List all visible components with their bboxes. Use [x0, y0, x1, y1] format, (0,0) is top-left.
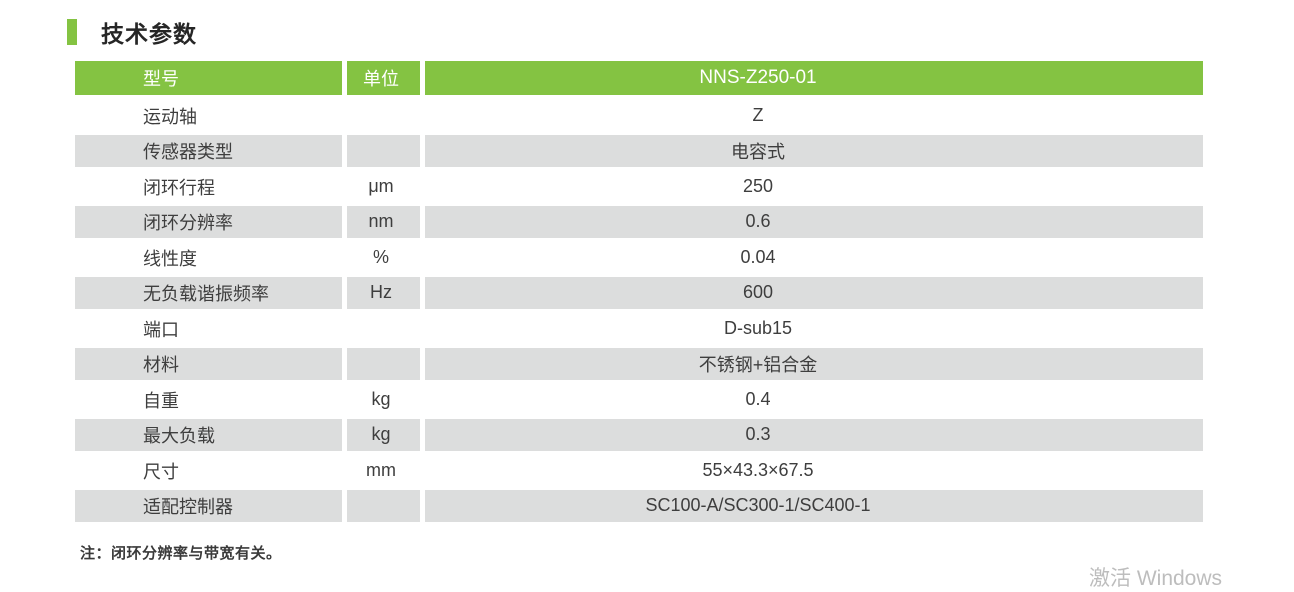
- spec-label-cell: 闭环行程: [143, 177, 215, 198]
- spec-value-cell: 0.3: [425, 418, 1203, 451]
- spec-table: 型号 单位 NNS-Z250-01 运动轴 Z 传感器类型 电容式 闭环行程 μ…: [75, 61, 1203, 524]
- spec-unit-cell: [347, 489, 420, 522]
- table-row: 最大负载 kg 0.3: [75, 418, 1203, 454]
- spec-label-cell: 材料: [75, 347, 342, 380]
- header-unit-cell: 单位: [347, 61, 420, 95]
- spec-unit-cell: μm: [368, 176, 394, 197]
- spec-value-cell: SC100-A/SC300-1/SC400-1: [425, 489, 1203, 522]
- spec-value-cell: 250: [742, 176, 774, 197]
- table-row: 无负载谐振频率 Hz 600: [75, 276, 1203, 312]
- spec-value-cell: 电容式: [425, 134, 1203, 167]
- page-title: 技术参数: [101, 21, 197, 47]
- table-row: 材料 不锈钢+铝合金: [75, 347, 1203, 383]
- table-row: 端口 D-sub15: [75, 311, 1203, 347]
- table-body: 运动轴 Z 传感器类型 电容式 闭环行程 μm 250 闭环分辨率 nm 0.6…: [75, 98, 1203, 524]
- spec-unit-cell: [347, 98, 420, 134]
- spec-unit-cell: mm: [366, 460, 396, 481]
- spec-unit-cell: kg: [347, 418, 420, 451]
- table-row: 适配控制器 SC100-A/SC300-1/SC400-1: [75, 489, 1203, 525]
- windows-activation-watermark: 激活 Windows: [1089, 567, 1223, 590]
- spec-value-cell: 0.6: [425, 205, 1203, 238]
- header-model-cell: 型号: [75, 61, 342, 95]
- spec-unit-cell: [347, 347, 420, 380]
- spec-value-cell: 不锈钢+铝合金: [425, 347, 1203, 380]
- spec-value-cell: 0.04: [740, 247, 776, 268]
- spec-label-cell: 自重: [143, 390, 179, 411]
- table-header-row: 型号 单位 NNS-Z250-01: [75, 61, 1203, 98]
- spec-unit-cell: kg: [371, 389, 391, 410]
- table-row: 运动轴 Z: [75, 98, 1203, 134]
- header-value-cell: NNS-Z250-01: [425, 61, 1203, 95]
- spec-unit-cell: Hz: [347, 276, 420, 309]
- table-row: 尺寸 mm 55×43.3×67.5: [75, 453, 1203, 489]
- spec-unit-cell: nm: [347, 205, 420, 238]
- table-row: 闭环行程 μm 250: [75, 169, 1203, 205]
- table-row: 自重 kg 0.4: [75, 382, 1203, 418]
- spec-label-cell: 线性度: [143, 248, 197, 269]
- spec-label-cell: 闭环分辨率: [75, 205, 342, 238]
- spec-unit-cell: %: [372, 247, 389, 268]
- spec-value-cell: D-sub15: [723, 318, 793, 339]
- spec-label-cell: 运动轴: [143, 106, 197, 127]
- table-row: 线性度 % 0.04: [75, 240, 1203, 276]
- spec-value-cell: 600: [425, 276, 1203, 309]
- spec-label-cell: 端口: [143, 319, 179, 340]
- spec-label-cell: 尺寸: [143, 461, 179, 482]
- spec-label-cell: 最大负载: [75, 418, 342, 451]
- spec-unit-cell: [347, 311, 420, 347]
- spec-value-cell: 0.4: [745, 389, 771, 410]
- spec-label-cell: 适配控制器: [75, 489, 342, 522]
- accent-bar-icon: [67, 19, 77, 45]
- spec-label-cell: 无负载谐振频率: [75, 276, 342, 309]
- section-title: 技术参数: [67, 16, 197, 48]
- spec-label-cell: 传感器类型: [75, 134, 342, 167]
- spec-value-cell: 55×43.3×67.5: [702, 460, 814, 481]
- spec-value-cell: Z: [752, 105, 764, 126]
- table-row: 传感器类型 电容式: [75, 134, 1203, 170]
- spec-unit-cell: [347, 134, 420, 167]
- table-row: 闭环分辨率 nm 0.6: [75, 205, 1203, 241]
- footnote: 注：闭环分辨率与带宽有关。: [80, 545, 282, 562]
